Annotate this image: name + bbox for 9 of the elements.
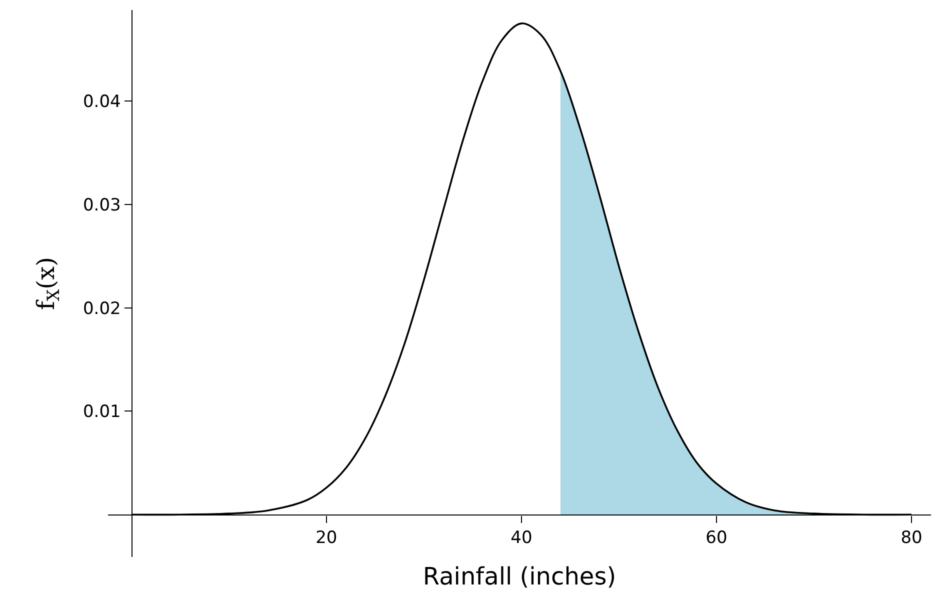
y-tick-label: 0.03 — [82, 195, 121, 216]
x-tick-label: 20 — [316, 528, 338, 548]
x-tick-label: 80 — [900, 528, 922, 548]
x-tick-label: 40 — [510, 528, 532, 548]
y-tick-label: 0.04 — [82, 92, 121, 112]
y-tick-label: 0.01 — [82, 402, 121, 422]
x-axis-title: Rainfall (inches) — [422, 562, 616, 590]
x-tick-label: 60 — [706, 528, 728, 548]
y-tick-label: 0.02 — [82, 298, 121, 319]
